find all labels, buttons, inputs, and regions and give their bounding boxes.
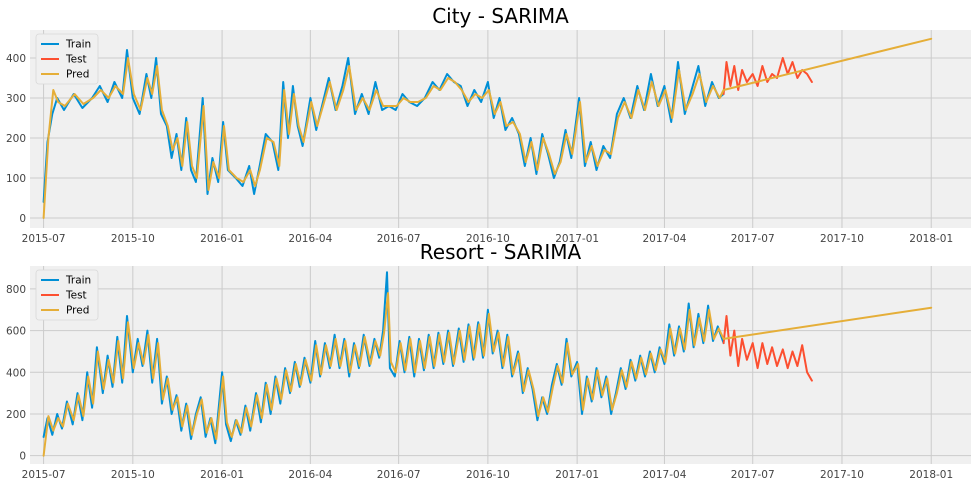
y-tick-label: 400	[6, 367, 26, 379]
y-tick-label: 400	[6, 53, 26, 65]
x-tick-label: 2017-01	[555, 469, 599, 481]
legend-label-train: Train	[65, 39, 91, 51]
y-tick-label: 0	[19, 451, 26, 463]
x-tick-label: 2017-07	[731, 233, 775, 245]
y-tick-label: 100	[6, 173, 26, 185]
x-tick-label: 2016-04	[288, 469, 332, 481]
y-tick-label: 0	[19, 213, 26, 225]
legend-label-pred: Pred	[66, 305, 89, 317]
x-tick-label: 2018-01	[909, 233, 953, 245]
plot-area	[30, 30, 971, 228]
x-tick-label: 2017-01	[555, 233, 599, 245]
x-tick-label: 2017-10	[820, 233, 864, 245]
legend-label-test: Test	[65, 54, 87, 66]
x-tick-label: 2016-04	[288, 233, 332, 245]
x-tick-label: 2017-07	[731, 469, 775, 481]
x-tick-label: 2016-07	[377, 233, 421, 245]
plot-area	[30, 266, 971, 464]
x-tick-label: 2016-01	[200, 469, 244, 481]
series-line-pred	[42, 292, 933, 457]
x-tick-label: 2015-07	[22, 233, 66, 245]
x-tick-label: 2015-10	[111, 233, 155, 245]
x-tick-label: 2015-10	[111, 469, 155, 481]
x-tick-label: 2017-04	[643, 469, 687, 481]
x-tick-label: 2017-10	[820, 469, 864, 481]
legend-label-train: Train	[65, 275, 91, 287]
x-tick-label: 2016-01	[200, 233, 244, 245]
x-tick-label: 2016-10	[466, 469, 510, 481]
x-tick-label: 2017-04	[643, 233, 687, 245]
x-tick-label: 2015-07	[22, 469, 66, 481]
legend: Train Test Pred	[35, 269, 99, 321]
y-tick-label: 800	[6, 284, 26, 296]
x-tick-label: 2016-07	[377, 469, 421, 481]
y-tick-label: 600	[6, 326, 26, 338]
series-line-test	[722, 57, 813, 95]
legend-label-pred: Pred	[66, 69, 89, 81]
legend-box	[35, 269, 99, 321]
y-tick-label: 200	[6, 133, 26, 145]
chart-panel-2: 2015-07 2015-10 2016-01 2016-04 2016-07 2016-…	[6, 240, 971, 481]
series-line-pred	[42, 37, 933, 219]
chart-title: Resort - SARIMA	[420, 240, 582, 264]
x-tick-label: 2016-10	[466, 233, 510, 245]
chart-title: City - SARIMA	[432, 4, 569, 28]
y-tick-label: 200	[6, 409, 26, 421]
legend-label-test: Test	[65, 290, 87, 302]
legend-box	[35, 33, 99, 85]
chart-panel-1: 2015-07 2015-10 2016-01 2016-04 2016-07 2016-…	[6, 4, 971, 245]
x-tick-label: 2018-01	[909, 469, 953, 481]
legend: Train Test Pred	[35, 33, 99, 85]
y-tick-label: 300	[6, 93, 26, 105]
series-line-train	[42, 49, 725, 203]
